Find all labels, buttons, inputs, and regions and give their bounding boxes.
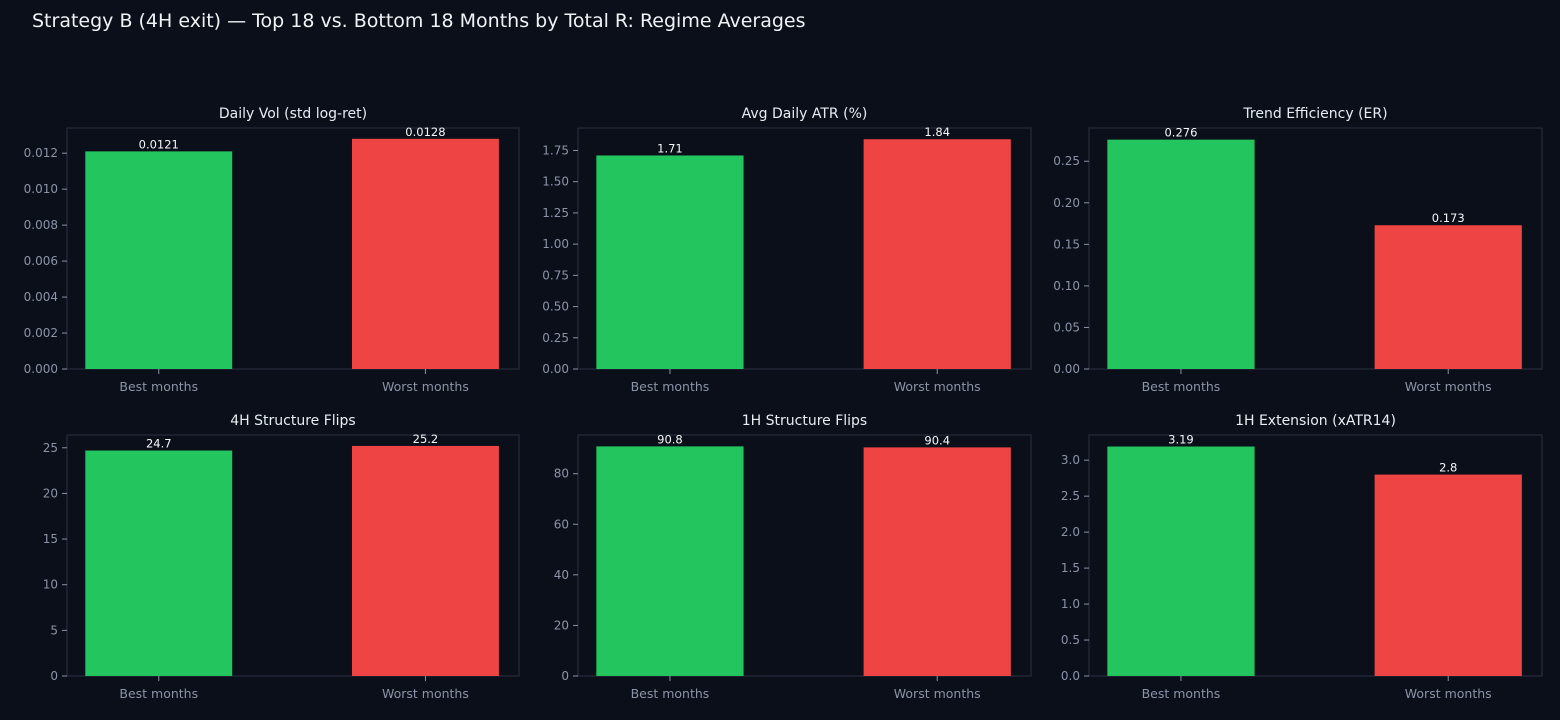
panel-title: Avg Daily ATR (%) xyxy=(742,106,868,122)
y-tick-label: 0.5 xyxy=(1061,633,1080,647)
y-tick-label: 0.008 xyxy=(24,218,58,232)
y-tick-label: 20 xyxy=(43,486,58,500)
bar-worst-months xyxy=(351,138,499,369)
y-tick-label: 20 xyxy=(554,618,569,632)
x-tick-label: Worst months xyxy=(382,686,469,701)
bar-worst-months xyxy=(863,139,1011,369)
x-tick-label: Worst months xyxy=(1405,379,1492,394)
axes-frame xyxy=(1088,127,1543,370)
y-tick-label: 0.25 xyxy=(542,331,569,345)
axes-frame xyxy=(66,434,520,677)
bar-worst-months xyxy=(351,445,499,676)
bar-best-months xyxy=(1107,446,1255,676)
data-label: 90.4 xyxy=(924,433,950,447)
y-tick-label: 0.00 xyxy=(542,362,569,376)
panel-title: Daily Vol (std log-ret) xyxy=(219,106,367,122)
bar-best-months xyxy=(85,151,233,369)
bar-worst-months xyxy=(863,447,1011,676)
x-tick-label: Best months xyxy=(631,686,710,701)
y-tick-label: 25 xyxy=(43,441,58,455)
y-tick-label: 1.75 xyxy=(542,143,569,157)
y-tick-label: 1.25 xyxy=(542,206,569,220)
bar-worst-months xyxy=(1374,474,1522,676)
y-tick-label: 0.10 xyxy=(1053,279,1080,293)
y-tick-label: 1.00 xyxy=(542,237,569,251)
y-tick-label: 0.00 xyxy=(1053,362,1080,376)
y-tick-label: 1.5 xyxy=(1061,561,1080,575)
data-label: 1.71 xyxy=(657,141,683,155)
axes-frame xyxy=(577,434,1032,677)
y-tick-label: 0 xyxy=(561,669,569,683)
y-tick-label: 0.012 xyxy=(24,146,58,160)
x-tick-label: Worst months xyxy=(382,379,469,394)
panel-title: Trend Efficiency (ER) xyxy=(1242,106,1387,122)
data-label: 90.8 xyxy=(657,432,683,446)
data-label: 2.8 xyxy=(1439,461,1457,475)
x-tick-label: Worst months xyxy=(894,686,981,701)
y-tick-label: 0.50 xyxy=(542,300,569,314)
panel-title: 1H Extension (xATR14) xyxy=(1235,413,1396,429)
x-tick-label: Worst months xyxy=(1405,686,1492,701)
data-label: 0.0128 xyxy=(405,125,445,139)
y-tick-label: 80 xyxy=(554,467,569,481)
data-label: 25.2 xyxy=(413,432,439,446)
y-tick-label: 60 xyxy=(554,517,569,531)
panel-title: 1H Structure Flips xyxy=(742,413,867,429)
y-tick-label: 3.0 xyxy=(1061,453,1080,467)
y-tick-label: 10 xyxy=(43,578,58,592)
x-tick-label: Best months xyxy=(119,379,198,394)
y-tick-label: 2.5 xyxy=(1061,489,1080,503)
y-tick-label: 0.05 xyxy=(1053,320,1080,334)
x-tick-label: Worst months xyxy=(894,379,981,394)
y-tick-label: 0.004 xyxy=(24,290,58,304)
x-tick-label: Best months xyxy=(1142,686,1221,701)
y-tick-label: 2.0 xyxy=(1061,525,1080,539)
y-tick-label: 1.50 xyxy=(542,175,569,189)
bar-best-months xyxy=(85,450,233,676)
axes-frame xyxy=(577,127,1032,370)
data-label: 1.84 xyxy=(924,125,950,139)
bar-best-months xyxy=(596,446,744,676)
y-tick-label: 40 xyxy=(554,568,569,582)
data-label: 3.19 xyxy=(1168,433,1194,447)
bar-worst-months xyxy=(1374,225,1522,369)
data-label: 24.7 xyxy=(146,437,172,451)
bar-best-months xyxy=(596,155,744,369)
panel-title: 4H Structure Flips xyxy=(230,413,355,429)
y-tick-label: 0.010 xyxy=(24,182,58,196)
axes-frame xyxy=(66,127,520,370)
axes-frame xyxy=(1088,434,1543,677)
bar-best-months xyxy=(1107,139,1255,369)
y-tick-label: 0.20 xyxy=(1053,196,1080,210)
y-tick-label: 0.000 xyxy=(24,362,58,376)
y-tick-label: 0.15 xyxy=(1053,237,1080,251)
y-tick-label: 0.25 xyxy=(1053,154,1080,168)
data-label: 0.0121 xyxy=(139,137,179,151)
x-tick-label: Best months xyxy=(119,686,198,701)
y-tick-label: 0 xyxy=(50,669,58,683)
y-tick-label: 15 xyxy=(43,532,58,546)
y-tick-label: 0.002 xyxy=(24,326,58,340)
x-tick-label: Best months xyxy=(1142,379,1221,394)
y-tick-label: 0.75 xyxy=(542,268,569,282)
figure-title: Strategy B (4H exit) — Top 18 vs. Bottom… xyxy=(32,10,806,32)
y-tick-label: 0.0 xyxy=(1061,669,1080,683)
x-tick-label: Best months xyxy=(631,379,710,394)
data-label: 0.173 xyxy=(1432,211,1465,225)
y-tick-label: 0.006 xyxy=(24,254,58,268)
y-tick-label: 5 xyxy=(50,623,58,637)
data-label: 0.276 xyxy=(1164,126,1197,140)
y-tick-label: 1.0 xyxy=(1061,597,1080,611)
